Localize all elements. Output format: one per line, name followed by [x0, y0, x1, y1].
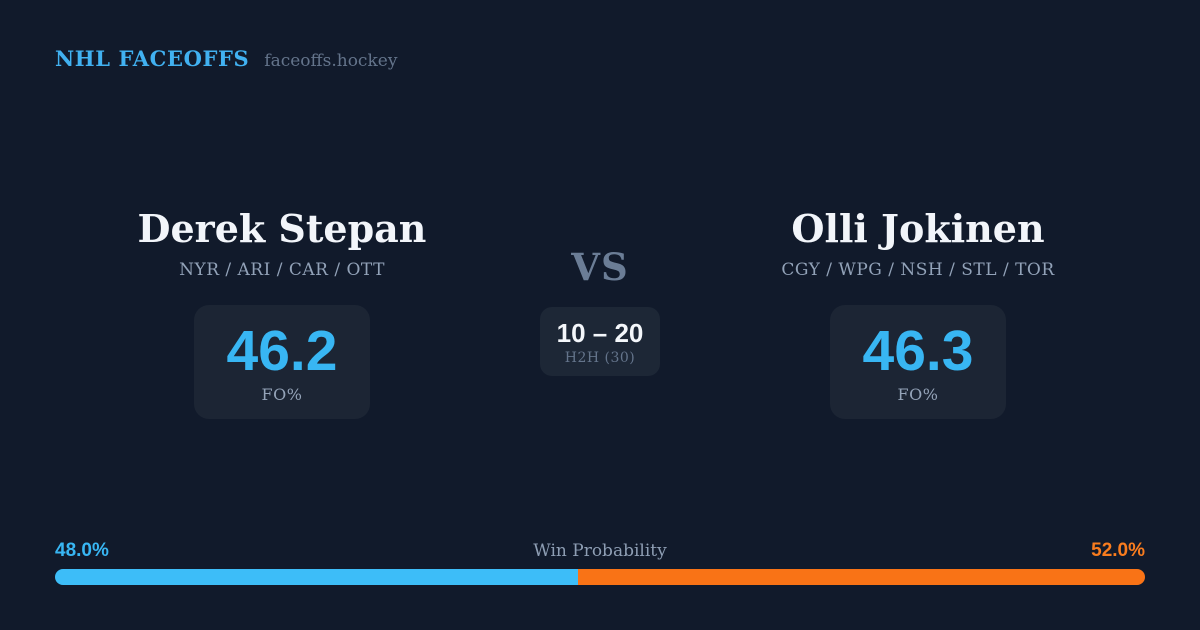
player-left-stat-card: 46.2 FO% — [194, 305, 370, 419]
player-left-fo-pct: 46.2 — [226, 318, 338, 383]
player-right-stat-label: FO% — [897, 384, 939, 404]
player-right-stat-card: 46.3 FO% — [830, 305, 1006, 419]
head-to-head-record: 10 – 20 — [556, 317, 644, 348]
player-right-column: Olli Jokinen CGY / WPG / NSH / STL / TOR… — [718, 206, 1118, 419]
player-left-name: Derek Stepan — [137, 206, 427, 251]
player-right-name: Olli Jokinen — [791, 206, 1045, 251]
site-url: faceoffs.hockey — [264, 51, 398, 71]
player-right-fo-pct: 46.3 — [862, 318, 974, 383]
head-to-head-label: H2H (30) — [564, 349, 636, 366]
player-right-teams: CGY / WPG / NSH / STL / TOR — [781, 260, 1055, 280]
win-probability-left-pct: 48.0% — [55, 540, 109, 561]
win-probability-right-pct: 52.0% — [1091, 540, 1146, 561]
win-probability-title: Win Probability — [533, 541, 667, 561]
win-bar-right-segment — [578, 569, 1145, 585]
head-to-head-box: 10 – 20 H2H (30) — [540, 307, 660, 376]
vs-label: VS — [571, 245, 629, 289]
brand-title: NHL FACEOFFS — [55, 46, 250, 71]
player-left-stat-label: FO% — [261, 384, 303, 404]
win-bar-left-segment — [55, 569, 579, 585]
player-left-teams: NYR / ARI / CAR / OTT — [179, 260, 385, 280]
win-probability-bar — [55, 569, 1145, 585]
player-left-column: Derek Stepan NYR / ARI / CAR / OTT 46.2 … — [82, 206, 482, 419]
header: NHL FACEOFFS faceoffs.hockey — [55, 46, 397, 71]
win-probability-labels: 48.0% Win Probability 52.0% — [55, 540, 1145, 562]
matchup-center-column: VS 10 – 20 H2H (30) — [450, 244, 750, 376]
